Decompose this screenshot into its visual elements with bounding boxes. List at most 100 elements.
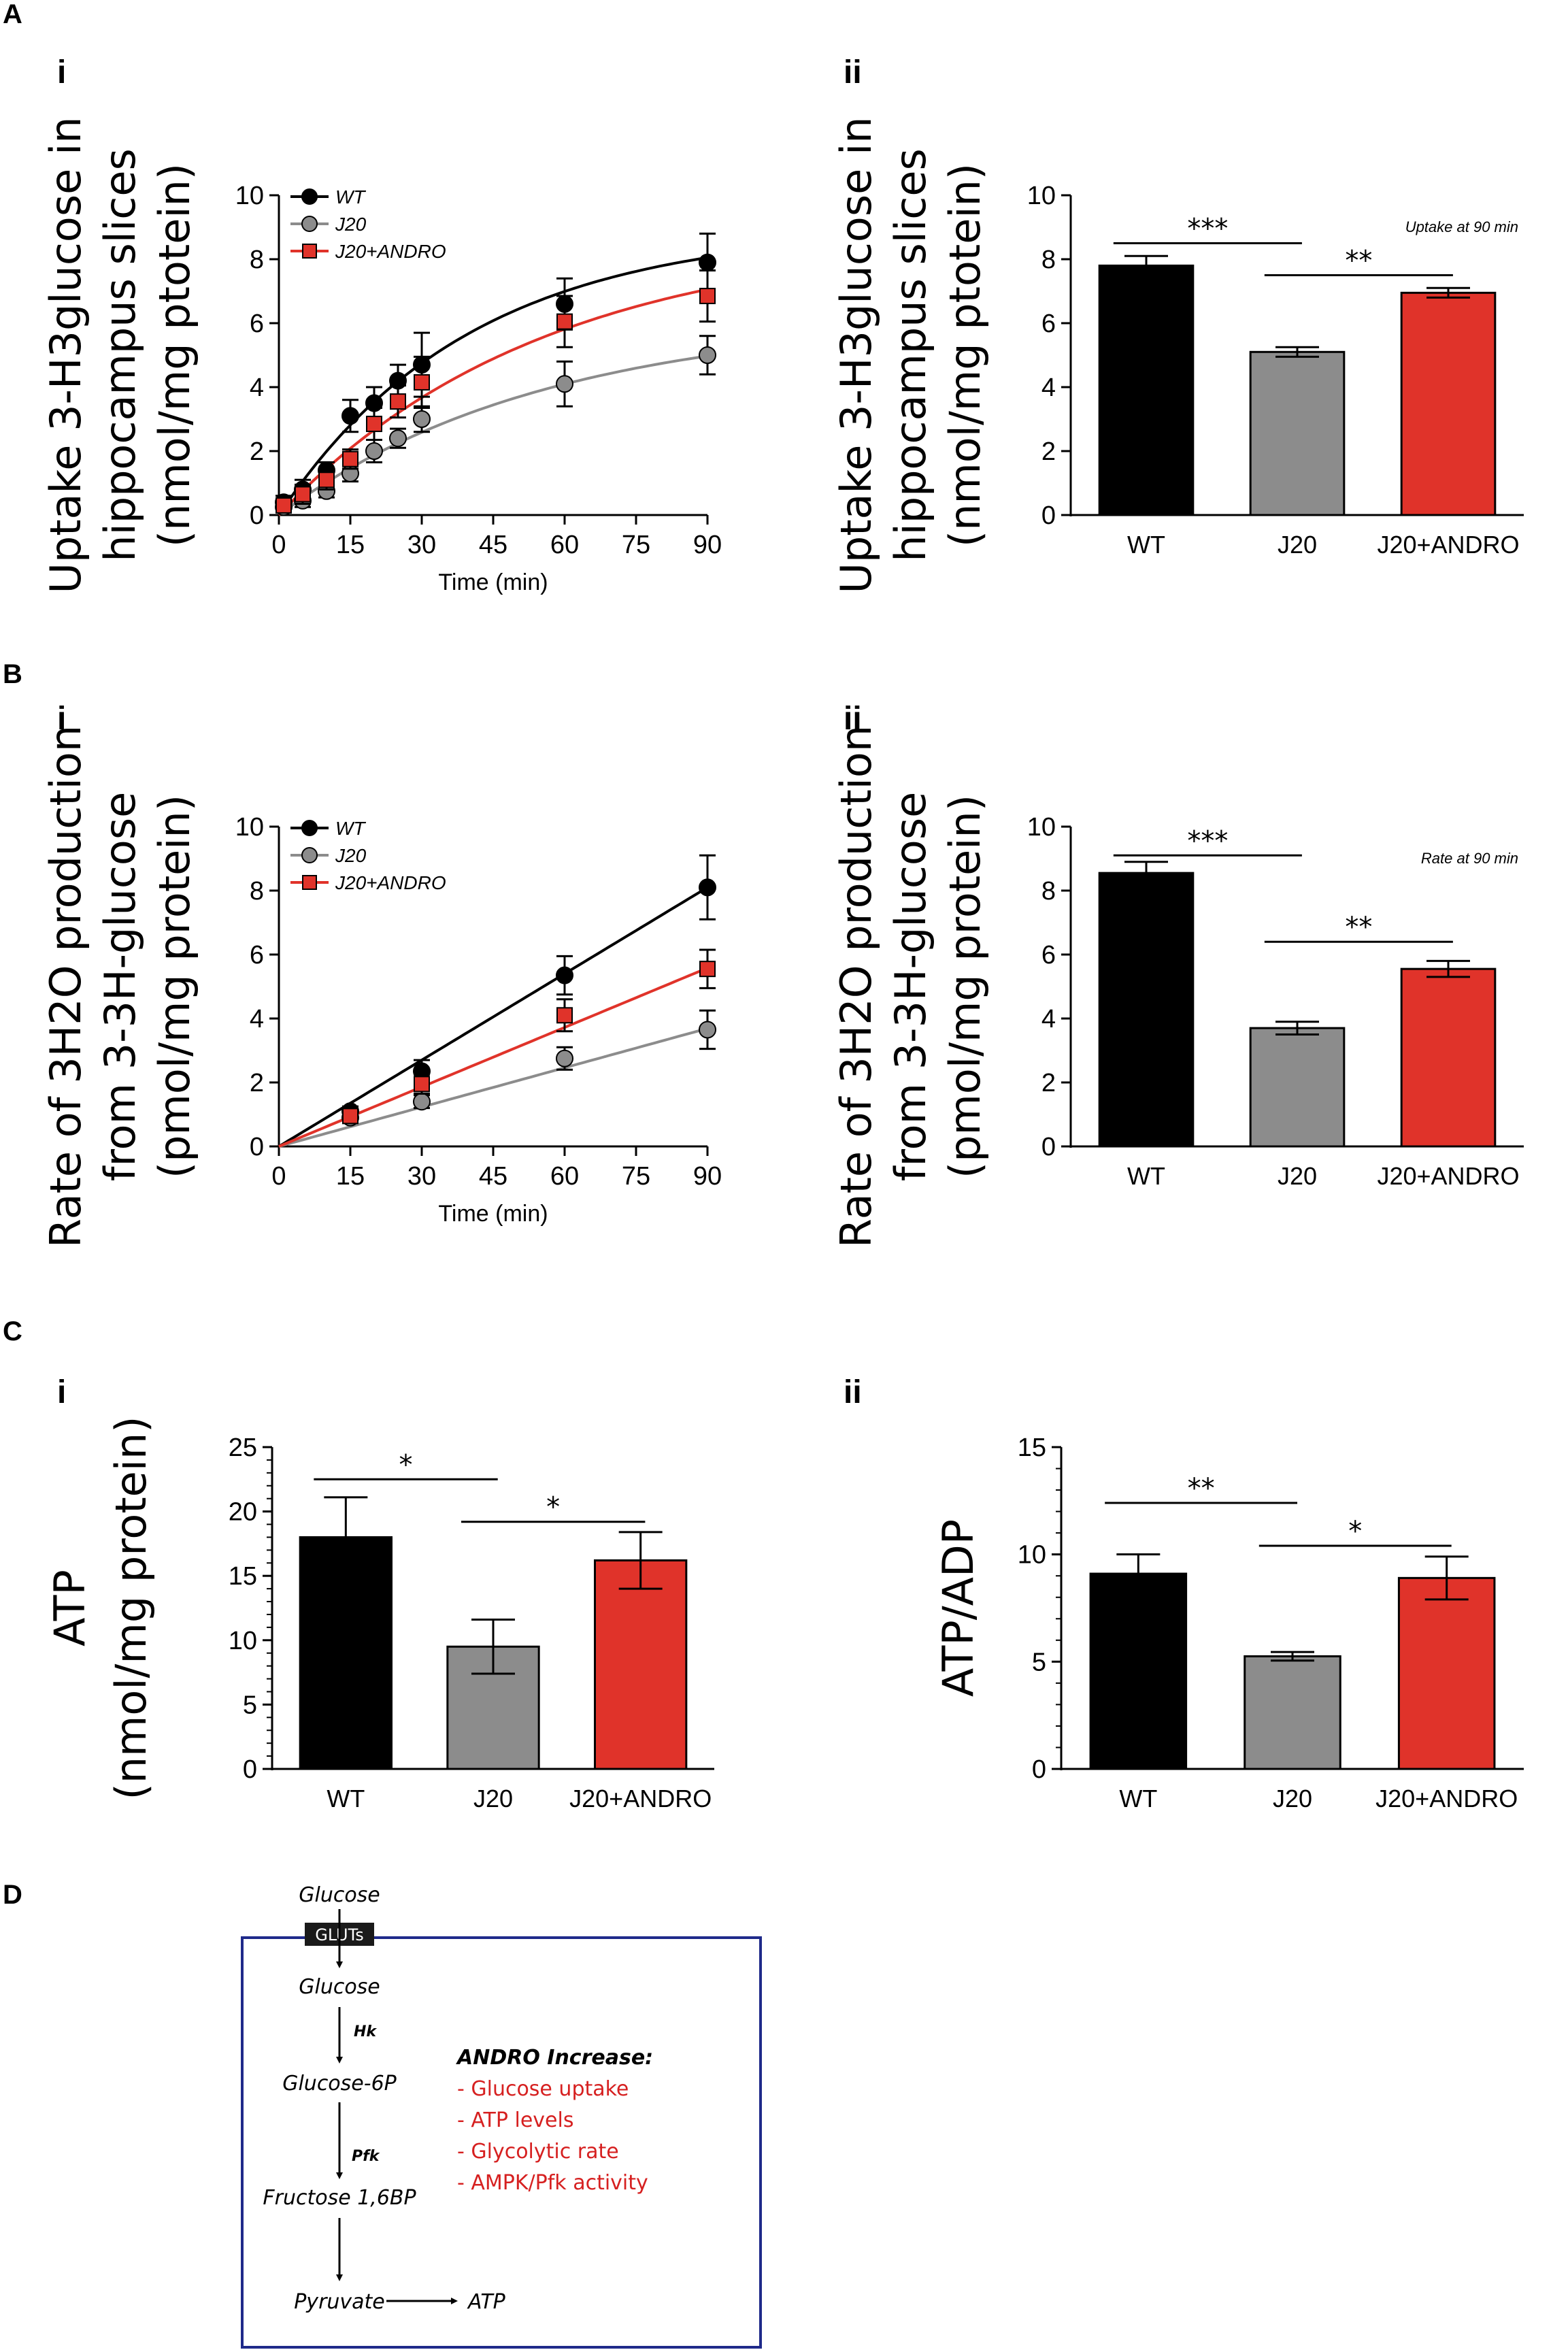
- glucose-6p-label: Glucose-6P: [282, 2072, 397, 2096]
- data-point-j20-andro: [556, 313, 573, 330]
- panel-label-D: D: [3, 1880, 22, 1910]
- sublabel-Ai: i: [57, 54, 66, 90]
- legend-marker-j20-andro: [302, 875, 317, 890]
- data-point-j20-andro: [276, 497, 292, 514]
- chart-glycolytic-rate-timecourse: 0 2 4 6 8 10 Rate of 3H2O production from 3-3H-…: [41, 725, 722, 1248]
- category-label: WT: [1127, 531, 1165, 559]
- legend-label: J20: [335, 214, 367, 235]
- category-label: J20: [1278, 1162, 1317, 1190]
- significance-stars: **: [1345, 246, 1372, 277]
- x-tick-label: 0: [271, 531, 286, 559]
- fit-line-j20: [278, 1027, 708, 1148]
- data-point-j20-andro: [366, 416, 382, 433]
- significance-stars: *: [399, 1449, 413, 1480]
- category-label: J20+ANDRO: [1377, 1162, 1519, 1190]
- data-point-j20-andro: [318, 471, 335, 488]
- atp-label: ATP: [467, 2290, 506, 2314]
- y-axis-label-line: Uptake 3-H3glucose in: [41, 116, 90, 593]
- pyruvate-label: Pyruvate: [294, 2290, 385, 2314]
- y-tick-label: 6: [1041, 941, 1056, 970]
- chart-glycolytic-rate-bars: 0 2 4 6 8 10 Rate of 3H2O production from 3-3H-…: [831, 725, 1524, 1248]
- category-label: J20: [1273, 1785, 1312, 1812]
- bar-wt: [1089, 1572, 1188, 1770]
- legend-label: WT: [335, 818, 366, 839]
- y-tick-label: 4: [250, 1005, 264, 1033]
- y-tick-label: 15: [1018, 1434, 1046, 1462]
- legend-marker-j20: [301, 847, 318, 863]
- bar-j20-andro: [594, 1559, 688, 1770]
- data-point-wt: [556, 966, 573, 984]
- significance-stars: ***: [1187, 214, 1228, 245]
- glucose-outside-label: Glucose: [299, 1883, 380, 1907]
- x-tick-label: 30: [407, 1162, 436, 1191]
- bar-wt: [1098, 872, 1195, 1148]
- legend-label: WT: [335, 186, 366, 208]
- y-tick-label: 2: [1041, 437, 1056, 466]
- y-tick-label: 8: [250, 877, 264, 906]
- andro-title: ANDRO Increase:: [456, 2046, 653, 2070]
- data-point-j20-andro: [699, 288, 716, 305]
- x-tick-label: 60: [550, 531, 579, 559]
- data-point-j20-andro: [414, 374, 430, 391]
- x-tick-label: 15: [336, 531, 365, 559]
- legend-marker-wt: [301, 820, 318, 836]
- x-tick-label: 45: [479, 531, 507, 559]
- category-label: J20: [1278, 531, 1317, 559]
- data-point-j20: [556, 375, 573, 393]
- category-label: J20: [473, 1785, 513, 1812]
- y-axis-label-line: (nmol/mg ptotein): [940, 163, 990, 547]
- data-point-j20: [699, 1021, 716, 1039]
- pfk-enzyme-label: Pfk: [352, 2148, 380, 2165]
- sublabel-Cii: ii: [844, 1374, 862, 1410]
- bar-j20-andro: [1397, 1576, 1496, 1770]
- sublabel-Aii: ii: [844, 54, 862, 90]
- data-point-j20: [365, 442, 383, 460]
- category-label: J20+ANDRO: [1377, 531, 1519, 559]
- significance-stars: ***: [1187, 825, 1228, 857]
- significance-stars: **: [1345, 912, 1372, 943]
- y-axis-label-line: (nmol/mg protein): [106, 1417, 156, 1800]
- y-axis-label-line: ATP/ADP: [933, 1519, 983, 1697]
- andro-item-ampk-pfk: - AMPK/Pfk activity: [457, 2171, 648, 2195]
- panel-label-C: C: [3, 1316, 22, 1346]
- y-tick-label: 2: [1041, 1069, 1056, 1097]
- hk-enzyme-label: Hk: [354, 2023, 377, 2040]
- x-tick-label: 45: [479, 1162, 507, 1191]
- y-axis-label-line: (nmol/mg ptotein): [150, 163, 199, 547]
- y-tick-label: 20: [229, 1498, 257, 1527]
- x-tick-label: 75: [622, 1162, 650, 1191]
- andro-item-glycolytic-rate: - Glycolytic rate: [457, 2140, 619, 2164]
- chart-atp-bars: 0 5 10 15 20 25 ATP (nmol/mg protein) WT J20 J20+A…: [45, 1417, 714, 1812]
- x-tick-label: 75: [622, 531, 650, 559]
- x-axis-title: Time (min): [438, 1201, 548, 1227]
- data-point-j20-andro: [414, 1076, 430, 1093]
- category-label: WT: [327, 1785, 365, 1812]
- legend-marker-j20: [301, 216, 318, 232]
- y-tick-label: 8: [1041, 877, 1056, 906]
- data-point-j20: [699, 346, 716, 364]
- data-point-j20-andro: [295, 486, 311, 503]
- y-tick-label: 4: [1041, 1005, 1056, 1033]
- y-tick-label: 5: [243, 1691, 257, 1719]
- significance-stars: **: [1188, 1473, 1215, 1504]
- y-tick-label: 10: [229, 1627, 257, 1655]
- chart-annotation: Uptake at 90 min: [1405, 218, 1518, 235]
- fructose-16bp-label: Fructose 1,6BP: [263, 2186, 416, 2210]
- y-tick-label: 15: [229, 1562, 257, 1591]
- sublabel-Bi: i: [57, 701, 66, 737]
- chart-uptake-90min-bars: 0 2 4 6 8 10 Uptake 3-H3glucose in hippocampus …: [831, 116, 1524, 594]
- data-point-j20: [413, 1093, 431, 1111]
- y-axis-label-line: hippocampus slices: [886, 148, 935, 562]
- data-point-j20-andro: [390, 393, 406, 410]
- category-label: WT: [1119, 1785, 1157, 1812]
- y-tick-label: 10: [1027, 182, 1056, 210]
- y-tick-label: 4: [1041, 374, 1056, 402]
- bar-j20: [1244, 1655, 1341, 1770]
- y-tick-label: 25: [229, 1434, 257, 1462]
- glycolysis-diagram: Glucose GLUTs Glucose Hk Glucose-6P Pfk …: [241, 1883, 762, 2349]
- bar-j20-andro: [1400, 967, 1497, 1148]
- bar-j20: [1249, 1027, 1346, 1148]
- y-tick-label: 0: [250, 501, 264, 530]
- x-axis-title: Time (min): [438, 569, 548, 595]
